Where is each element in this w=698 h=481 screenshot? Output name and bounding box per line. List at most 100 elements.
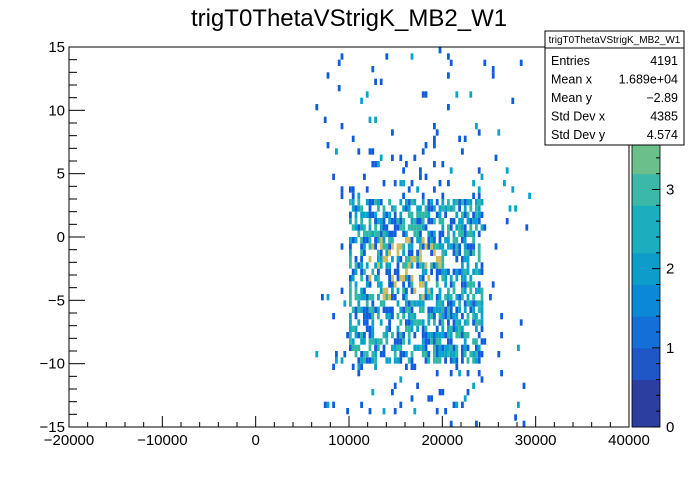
heatmap-bin	[463, 338, 467, 345]
heatmap-bin	[349, 338, 352, 345]
heatmap-bin	[449, 370, 453, 377]
heatmap-bin	[444, 249, 447, 256]
heatmap-bin	[410, 281, 414, 288]
heatmap-bin	[407, 243, 411, 250]
heatmap-bin	[351, 135, 355, 142]
heatmap-bin	[449, 59, 453, 66]
heatmap-bin	[427, 338, 431, 345]
heatmap-bin	[435, 357, 439, 364]
heatmap-bin	[455, 401, 459, 408]
heatmap-bin	[399, 376, 403, 383]
heatmap-bin	[430, 332, 433, 339]
heatmap-bin	[421, 199, 425, 206]
heatmap-bin	[391, 129, 394, 136]
heatmap-bin	[363, 287, 366, 294]
heatmap-bin	[461, 401, 464, 408]
heatmap-bin	[391, 154, 394, 161]
heatmap-bin	[469, 306, 473, 313]
heatmap-bin	[475, 268, 478, 275]
heatmap-bin	[419, 218, 422, 225]
heatmap-bin	[360, 351, 363, 358]
heatmap-bin	[388, 268, 391, 275]
heatmap-bin	[458, 370, 461, 377]
heatmap-bin	[399, 243, 403, 250]
heatmap-bin	[365, 294, 369, 301]
heatmap-bin	[357, 262, 361, 269]
heatmap-bin	[363, 268, 366, 275]
heatmap-bin	[379, 78, 383, 85]
heatmap-bin	[360, 97, 363, 104]
heatmap-bin	[447, 230, 450, 237]
heatmap-bin	[477, 287, 481, 294]
heatmap-bin	[419, 281, 422, 288]
heatmap-bin	[449, 306, 453, 313]
heatmap-bin	[514, 205, 517, 212]
heatmap-bin	[463, 237, 467, 244]
heatmap-bin	[379, 243, 383, 250]
heatmap-bin	[458, 325, 461, 332]
heatmap-bin	[472, 382, 475, 389]
heatmap-bin	[354, 313, 358, 320]
heatmap-bin	[360, 205, 363, 212]
heatmap-bin	[377, 256, 380, 263]
heatmap-bin	[430, 218, 433, 225]
heatmap-bin	[332, 173, 335, 180]
heatmap-bin	[410, 275, 414, 282]
heatmap-bin	[433, 243, 436, 250]
heatmap-bin	[402, 281, 405, 288]
heatmap-bin	[363, 249, 366, 256]
heatmap-bin	[480, 268, 484, 275]
heatmap-bin	[433, 249, 436, 256]
heatmap-bin	[365, 91, 369, 98]
heatmap-bin	[419, 211, 422, 218]
heatmap-bin	[424, 357, 428, 364]
heatmap-bin	[447, 243, 450, 250]
heatmap-bin	[421, 148, 425, 155]
heatmap-bin	[349, 313, 352, 320]
heatmap-bin	[357, 319, 361, 326]
heatmap-bin	[438, 262, 442, 269]
heatmap-bin	[351, 192, 355, 199]
heatmap-bin	[466, 230, 470, 237]
heatmap-bin	[466, 294, 470, 301]
heatmap-bin	[430, 395, 433, 402]
heatmap-bin	[444, 313, 447, 320]
heatmap-bin	[385, 230, 389, 237]
heatmap-bin	[438, 243, 442, 250]
heatmap-bin	[368, 338, 372, 345]
heatmap-bin	[360, 332, 363, 339]
heatmap-bin	[472, 180, 475, 187]
heatmap-bin	[410, 363, 414, 370]
x-tick-label: 0	[251, 432, 259, 449]
heatmap-bin	[475, 420, 478, 427]
heatmap-bin	[365, 275, 369, 282]
heatmap-bin	[326, 401, 330, 408]
heatmap-bin	[391, 230, 394, 237]
heatmap-bin	[480, 262, 484, 269]
heatmap-bin	[455, 199, 459, 206]
heatmap-bin	[430, 243, 433, 250]
chart-title: trigT0ThetaVStrigK_MB2_W1	[191, 5, 507, 32]
heatmap-bin	[360, 401, 363, 408]
heatmap-bin	[433, 262, 436, 269]
heatmap-bin	[377, 275, 380, 282]
heatmap-bin	[475, 300, 478, 307]
heatmap-bin	[435, 300, 439, 307]
heatmap-bin	[444, 268, 447, 275]
heatmap-bin	[351, 344, 355, 351]
heatmap-bin	[371, 319, 375, 326]
heatmap-bin	[349, 300, 352, 307]
heatmap-bin	[413, 256, 417, 263]
heatmap-bin	[388, 319, 391, 326]
heatmap-bin	[360, 294, 363, 301]
heatmap-bin	[323, 401, 327, 408]
heatmap-bin	[357, 363, 361, 370]
heatmap-bin	[413, 199, 417, 206]
heatmap-bin	[371, 338, 375, 345]
heatmap-bin	[416, 256, 419, 263]
heatmap-bin	[424, 287, 428, 294]
heatmap-bin	[472, 319, 475, 326]
heatmap-bin	[393, 180, 397, 187]
heatmap-bin	[379, 262, 383, 269]
stats-box: trigT0ThetaVStrigK_MB2_W1 Entries 4191 Mea…	[544, 30, 685, 146]
